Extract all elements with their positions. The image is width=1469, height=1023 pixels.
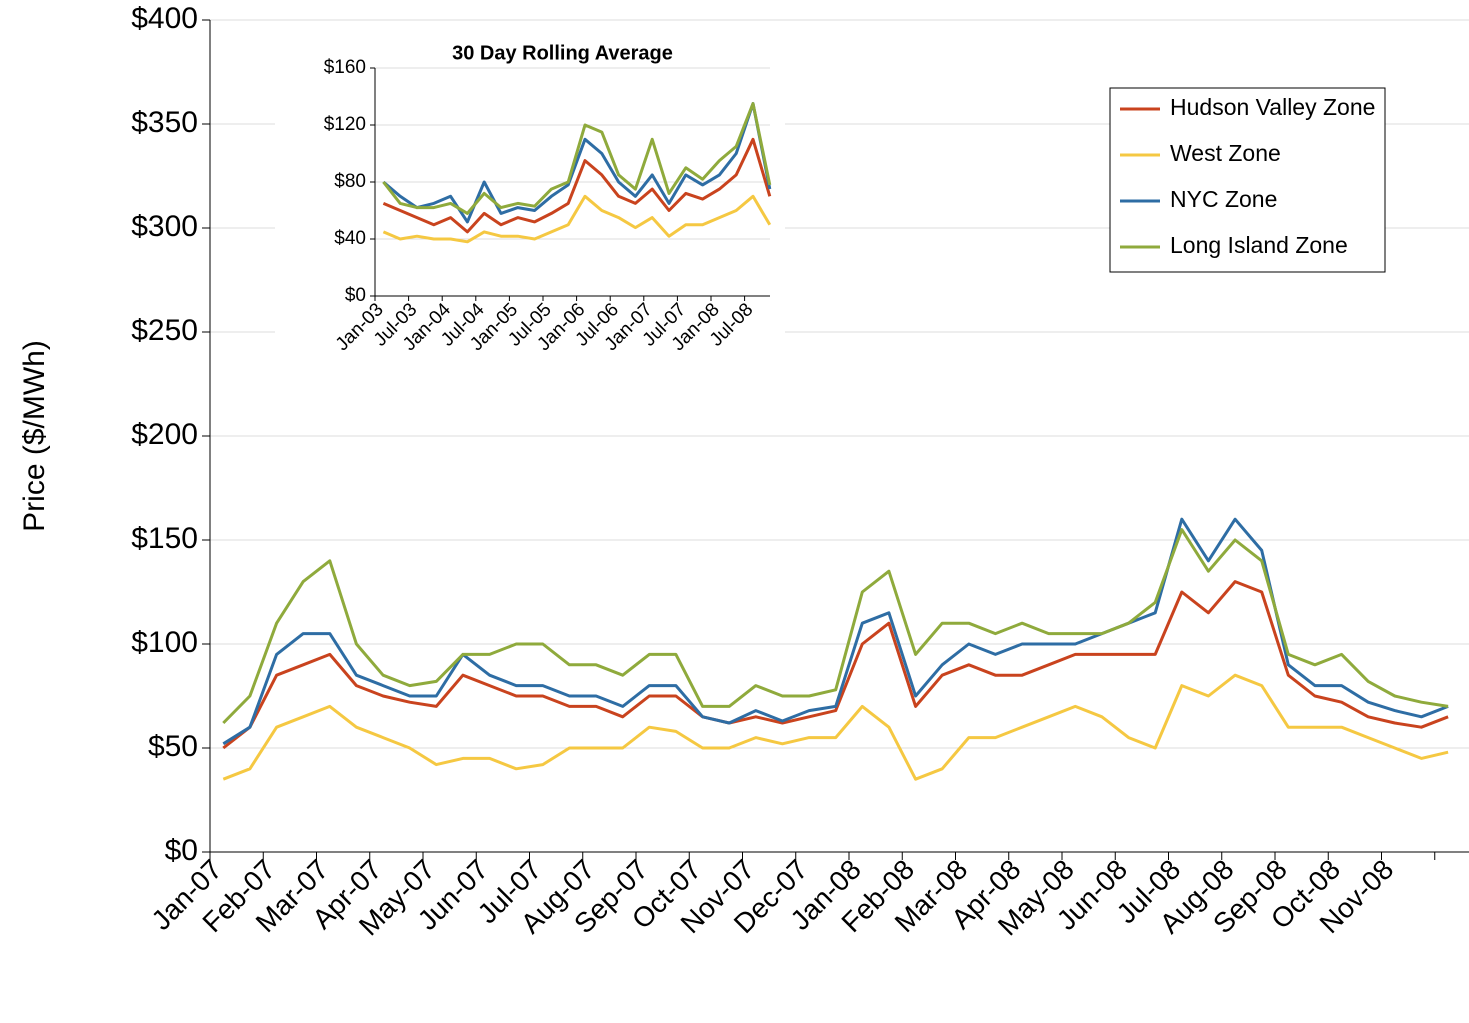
- y-tick-label: $160: [324, 57, 366, 78]
- y-tick-label: $0: [165, 834, 198, 867]
- series-line: [222, 528, 1449, 725]
- y-tick-label: $80: [334, 171, 366, 192]
- legend-label: Hudson Valley Zone: [1170, 94, 1375, 120]
- legend-label: West Zone: [1170, 140, 1281, 166]
- y-tick-label: $120: [324, 114, 366, 135]
- series-line: [382, 194, 772, 244]
- series-line: [382, 102, 772, 215]
- series-line: [222, 580, 1449, 750]
- series-line: [222, 517, 1449, 746]
- y-axis-label: Price ($/MWh): [18, 340, 51, 532]
- y-tick-label: $400: [131, 2, 198, 35]
- legend-label: NYC Zone: [1170, 186, 1277, 212]
- y-tick-label: $250: [131, 314, 198, 347]
- y-tick-label: $0: [345, 285, 366, 306]
- y-tick-label: $350: [131, 106, 198, 139]
- y-tick-label: $100: [131, 626, 198, 659]
- y-tick-label: $200: [131, 418, 198, 451]
- y-tick-label: $300: [131, 210, 198, 243]
- series-line: [222, 673, 1449, 781]
- legend-label: Long Island Zone: [1170, 232, 1348, 258]
- inset-background: [275, 38, 785, 396]
- y-tick-label: $150: [131, 522, 198, 555]
- inset-title: 30 Day Rolling Average: [452, 42, 673, 64]
- y-tick-label: $50: [148, 730, 198, 763]
- series-line: [382, 102, 772, 224]
- legend-box: [1109, 87, 1386, 273]
- series-line: [382, 137, 772, 234]
- y-tick-label: $40: [334, 228, 366, 249]
